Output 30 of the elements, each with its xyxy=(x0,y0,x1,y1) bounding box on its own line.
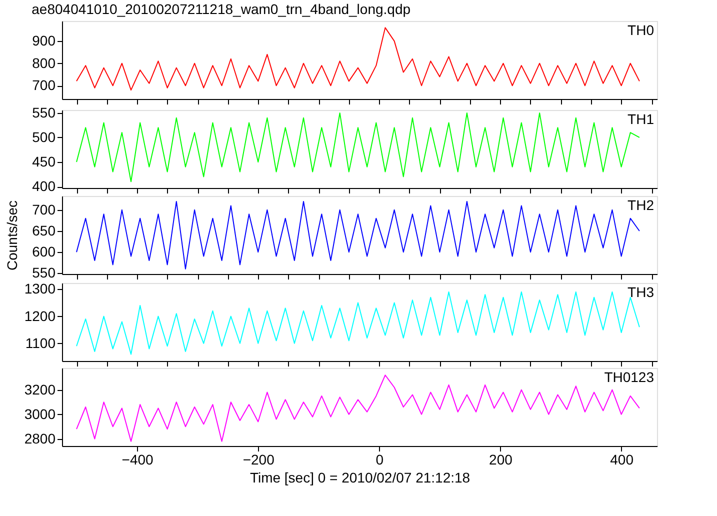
series-label: TH1 xyxy=(628,111,654,127)
series-label: TH0 xyxy=(628,22,654,38)
series-label: TH0123 xyxy=(604,369,654,385)
y-tick-label: 700 xyxy=(32,77,56,94)
y-tick-label: 500 xyxy=(32,128,56,145)
y-tick-label: 400 xyxy=(32,178,56,194)
y-axis-title: Counts/sec xyxy=(4,200,20,271)
y-tick-label: 700 xyxy=(32,201,56,218)
series-label: TH2 xyxy=(628,197,654,213)
y-tick-label: 600 xyxy=(32,244,56,260)
y-tick-label: 550 xyxy=(32,264,56,281)
chart-title: ae804041010_20100207211218_wam0_trn_4band_long.qdp xyxy=(32,1,411,17)
x-tick-label: 0 xyxy=(376,452,384,468)
y-tick-label: 900 xyxy=(32,32,56,49)
y-tick-label: 1300 xyxy=(24,280,56,297)
y-tick-label: 450 xyxy=(32,154,56,170)
y-tick-label: 3200 xyxy=(24,381,56,398)
y-tick-label: 550 xyxy=(32,104,56,120)
x-tick-label: 400 xyxy=(610,452,634,468)
y-tick-label: 800 xyxy=(32,54,56,71)
y-tick-label: 1200 xyxy=(24,308,56,324)
y-tick-label: 2800 xyxy=(24,430,56,446)
y-tick-label: 3000 xyxy=(24,406,56,422)
x-axis-title: Time [sec] 0 = 2010/02/07 21:12:18 xyxy=(250,470,470,486)
y-tick-label: 650 xyxy=(32,222,56,238)
y-tick-label: 1100 xyxy=(25,334,56,351)
x-tick-label: −200 xyxy=(242,452,275,468)
x-tick-label: −400 xyxy=(122,452,154,468)
x-tick-label: 200 xyxy=(489,452,513,468)
series-label: TH3 xyxy=(628,284,654,300)
